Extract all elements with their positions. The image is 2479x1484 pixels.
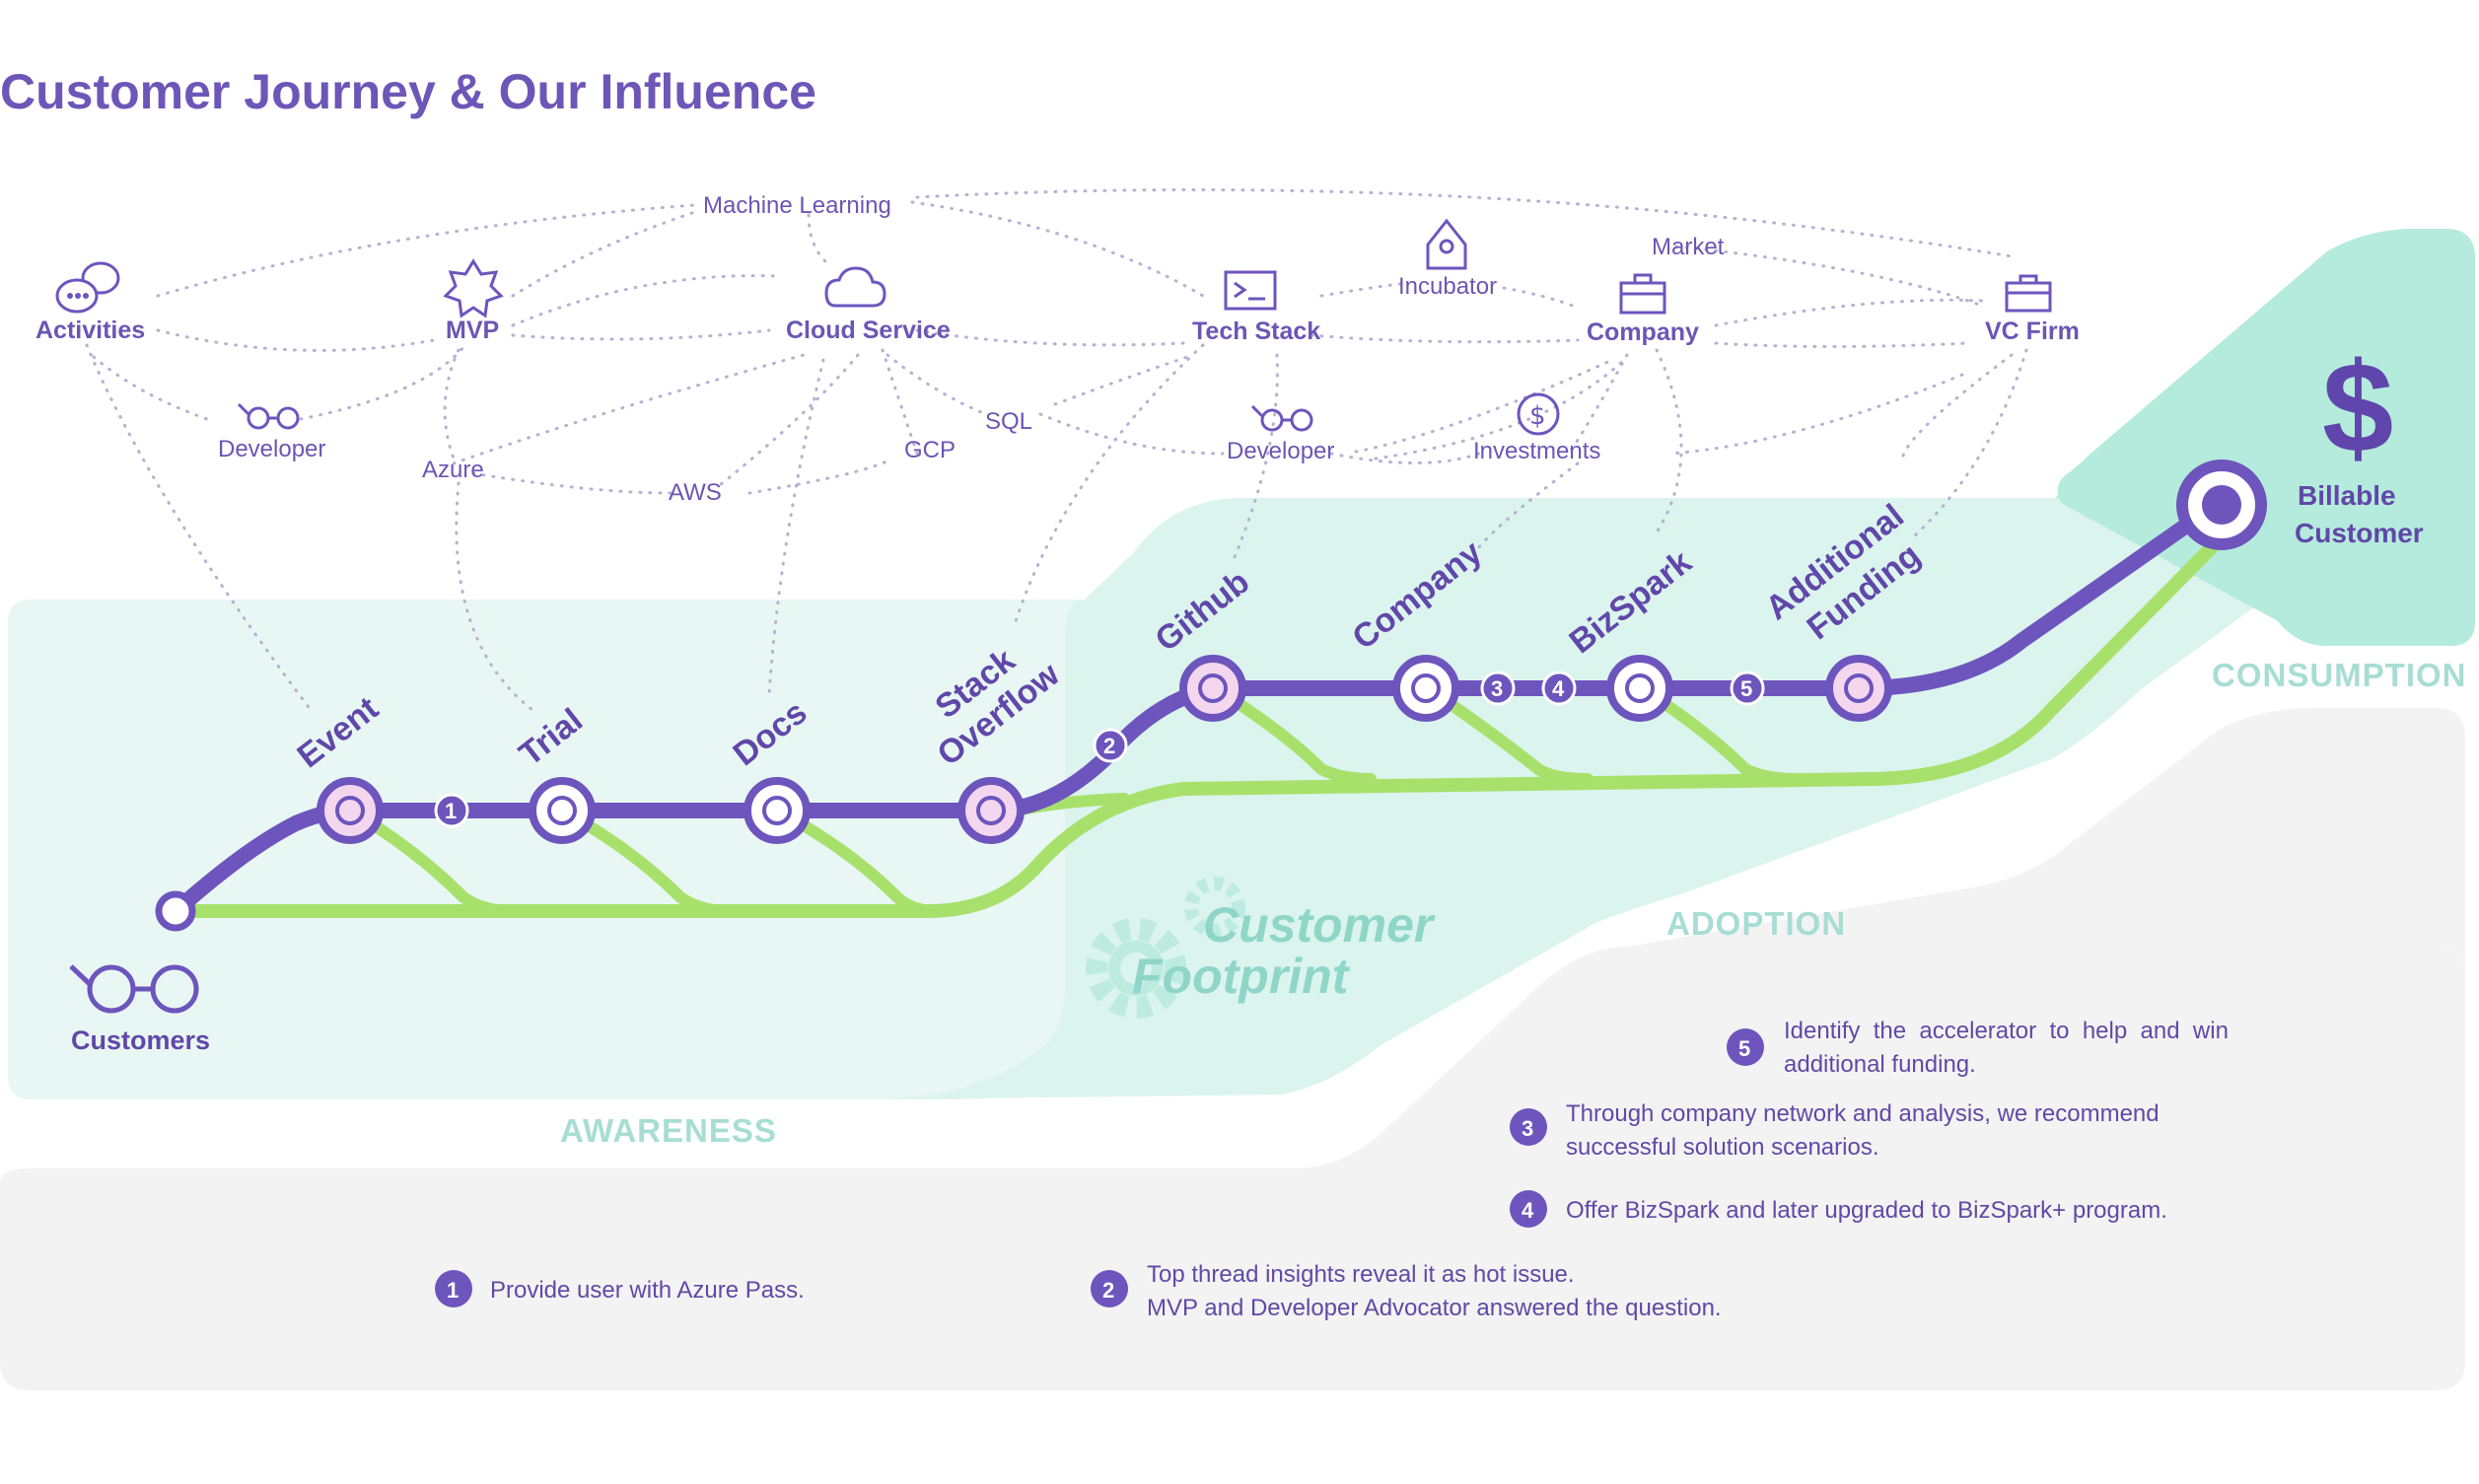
svg-text:3: 3 (1522, 1116, 1533, 1141)
glasses-icon-customers (69, 964, 199, 1014)
adoption-zone (887, 498, 2337, 1099)
briefcase-icon (1619, 273, 1666, 315)
stop-github[interactable] (1179, 655, 1246, 722)
dollar-icon: $ (2322, 335, 2393, 479)
node-investments: Investments (1473, 438, 1600, 464)
briefcase-icon-vc (2005, 274, 2052, 313)
svg-text:Provide user with Azure Pass.: Provide user with Azure Pass. (490, 1277, 805, 1304)
svg-text:1: 1 (445, 799, 457, 823)
svg-text:Identify the accelerator to: Identify the accelerator to help and win (1784, 1018, 2229, 1044)
svg-text:5: 5 (1740, 676, 1752, 701)
node-market: Market (1652, 234, 1725, 260)
stop-docs[interactable] (744, 777, 811, 844)
node-incubator: Incubator (1398, 273, 1497, 300)
note-1: 1 Provide user with Azure Pass. (435, 1270, 805, 1307)
stop-billable-customer[interactable] (2176, 459, 2267, 550)
zone-adoption: ADOPTION (1666, 905, 1846, 942)
awareness-zone-bottom (0, 947, 2465, 1390)
line-badge-5: 5 (1730, 671, 1765, 706)
svg-text:$: $ (1529, 401, 1546, 431)
svg-text:2: 2 (1102, 1278, 1114, 1303)
billable-label-1: Billable (2298, 480, 2396, 511)
node-tech-stack: Tech Stack (1192, 318, 1320, 345)
line-badge-2: 2 (1093, 728, 1128, 763)
terminal-icon (1224, 270, 1277, 311)
node-company: Company (1587, 318, 1699, 346)
dollar-coin-icon: $ (1517, 392, 1560, 436)
chat-bubbles-icon (55, 261, 120, 314)
line-badge-3: 3 (1480, 671, 1516, 706)
node-machine-learning: Machine Learning (703, 192, 891, 219)
note-3: 3 Through company network and analysis, … (1510, 1100, 2160, 1161)
node-sql: SQL (985, 408, 1032, 435)
node-gcp: GCP (904, 437, 956, 463)
node-activities: Activities (35, 317, 145, 344)
svg-text:4: 4 (1552, 676, 1565, 701)
svg-text:4: 4 (1522, 1198, 1534, 1223)
adoption-zone-bottom (1627, 708, 2465, 976)
billable-label-2: Customer (2295, 518, 2424, 548)
stop-additional-funding[interactable] (1825, 655, 1892, 722)
node-azure: Azure (422, 457, 484, 483)
awareness-zone (8, 600, 1085, 1099)
svg-text:successful solution scenarios.: successful solution scenarios. (1566, 1134, 1878, 1161)
customers-label: Customers (71, 1025, 210, 1055)
footprint-branches (344, 681, 1801, 917)
line-badge-4: 4 (1541, 671, 1577, 706)
birdhouse-icon (1426, 218, 1467, 270)
stop-event[interactable] (317, 777, 384, 844)
svg-text:1: 1 (447, 1278, 459, 1303)
svg-text:3: 3 (1491, 676, 1503, 701)
node-vc-firm: VC Firm (1985, 318, 2080, 345)
gears-icon (1086, 877, 1245, 1019)
svg-text:5: 5 (1738, 1036, 1750, 1061)
glasses-icon-mid (1250, 404, 1313, 432)
node-aws: AWS (669, 479, 722, 506)
stop-bizspark[interactable] (1606, 655, 1673, 722)
network-connections (85, 188, 2028, 712)
cloud-icon (824, 266, 886, 308)
stop-trial[interactable] (529, 777, 596, 844)
svg-text:2: 2 (1103, 734, 1115, 758)
customer-footprint-line2: Footprint (1132, 949, 1351, 1004)
stop-company[interactable] (1392, 655, 1459, 722)
note-2: 2 Top thread insights reveal it as hot i… (1091, 1261, 1722, 1321)
line-badge-1: 1 (434, 793, 469, 828)
svg-text:MVP and Developer Advocator an: MVP and Developer Advocator answered the… (1147, 1295, 1722, 1321)
page-title: Customer Journey & Our Influence (0, 64, 816, 119)
svg-text:Offer BizSpark and later upgra: Offer BizSpark and later upgraded to Biz… (1566, 1197, 2167, 1224)
node-cloud-service: Cloud Service (786, 317, 951, 344)
badge-star-icon (443, 258, 504, 318)
zone-consumption: CONSUMPTION (2212, 657, 2467, 693)
glasses-icon (237, 402, 300, 430)
node-developer-mid: Developer (1227, 438, 1334, 464)
svg-text:Through company network and an: Through company network and analysis, we… (1566, 1100, 2160, 1127)
start-stop (155, 890, 196, 932)
note-4: 4 Offer BizSpark and later upgraded to B… (1510, 1190, 2167, 1228)
node-developer-left: Developer (218, 436, 325, 462)
zone-awareness: AWARENESS (560, 1112, 777, 1149)
customer-footprint-line1: Customer (1203, 897, 1436, 953)
node-mvp: MVP (446, 317, 499, 344)
svg-text:Top thread insights reveal it: Top thread insights reveal it as hot iss… (1147, 1261, 1575, 1288)
journey-line (168, 495, 2227, 919)
svg-text:additional funding.: additional funding. (1784, 1051, 1976, 1078)
note-5: 5 Identify the accelerator to help and w… (1727, 1018, 2229, 1078)
stop-stack-overflow[interactable] (957, 777, 1025, 844)
